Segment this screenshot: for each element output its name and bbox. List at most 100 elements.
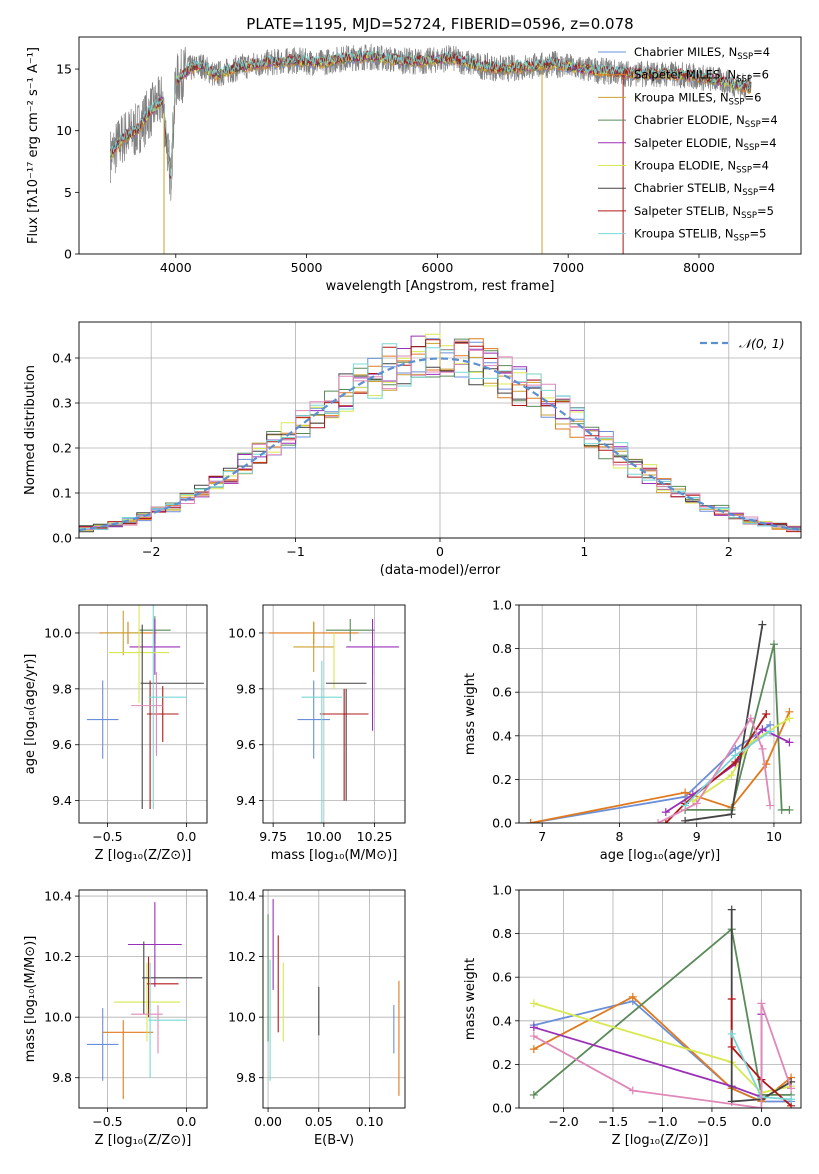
mass-weight-marker — [727, 1042, 736, 1051]
legend-label: Kroupa ELODIE, NSSP=4 — [634, 159, 769, 176]
age_vs_mass-plot-area — [269, 618, 399, 823]
y-tick-label: 0.6 — [492, 970, 512, 985]
y-axis-label: mass [log₁₀(M/M⊙)] — [23, 936, 38, 1063]
x-tick-label: −0.5 — [92, 829, 122, 844]
mass-weight-marker — [681, 801, 690, 810]
mass-weight-marker — [746, 714, 755, 723]
y-tick-label: 5 — [64, 185, 72, 200]
mass-weight-marker — [529, 1032, 538, 1041]
x-tick-label: 6000 — [421, 260, 453, 275]
x-axis-label: E(B-V) — [314, 1133, 354, 1148]
y-tick-label: 9.8 — [52, 681, 72, 696]
mass-weight-marker — [785, 805, 794, 814]
y-tick-label: 0.2 — [52, 441, 72, 456]
mass_vs_EBV-chart: 0.00 0.05 0.10 9.8 10.0 10.2 10.4 E(B-V) — [228, 889, 406, 1148]
massweight_vs_Z-chart: −2.0 −1.5 −1.0 −0.5 0.0 0.0 0.2 0.4 0.6 0.8 1.0 Z [… — [463, 883, 802, 1148]
x-axis-label: wavelength [Angstrom, rest frame] — [326, 279, 555, 294]
y-tick-label: 0.0 — [492, 816, 512, 831]
axes-frame — [78, 889, 208, 1109]
x-tick-label: 10 — [766, 829, 782, 844]
mass-weight-marker — [692, 799, 701, 808]
x-tick-label: 2 — [725, 544, 733, 559]
y-axis-label: age [log₁₀(age/yr)] — [23, 654, 38, 775]
y-axis-label: mass weight — [463, 673, 478, 755]
legend-label: Chabrier MILES, NSSP=4 — [634, 45, 770, 62]
legend-label: Chabrier STELIB, NSSP=4 — [634, 181, 775, 198]
mass-weight-line — [530, 724, 771, 823]
legend-label: Kroupa STELIB, NSSP=5 — [634, 227, 766, 244]
mass-weight-marker — [731, 751, 740, 760]
mass-weight-marker — [727, 995, 736, 1003]
y-tick-label: 0.8 — [492, 926, 512, 941]
mass-weight-marker — [661, 808, 670, 817]
mass-weight-marker — [727, 810, 736, 819]
mass-weight-marker — [758, 744, 767, 753]
x-tick-label: −1.5 — [598, 1114, 628, 1129]
y-tick-label: 9.6 — [52, 737, 72, 752]
mass-weight-marker — [757, 999, 766, 1008]
legend-label: Salpeter STELIB, NSSP=5 — [634, 204, 774, 221]
y-tick-label: 10.0 — [228, 625, 256, 640]
y-tick-label: 10.2 — [44, 949, 72, 964]
x-tick-label: 9.75 — [259, 829, 287, 844]
mass-weight-marker — [727, 1029, 736, 1038]
y-tick-label: 10.4 — [228, 889, 256, 904]
x-tick-label: −0.5 — [92, 1114, 122, 1129]
mass-weight-marker — [628, 992, 637, 1001]
x-axis-label: Z [log₁₀(Z/Z⊙)] — [95, 1133, 192, 1148]
legend-label: Salpeter ELODIE, NSSP=4 — [634, 136, 777, 153]
y-tick-label: 10.0 — [44, 625, 72, 640]
mass-weight-marker — [529, 1023, 538, 1032]
legend-label: Salpeter MILES, NSSP=6 — [634, 68, 769, 85]
x-axis-label: age [log₁₀(age/yr)] — [600, 848, 721, 863]
mass_vs_Z-chart: −0.5 0.0 9.8 10.0 10.2 10.4 Z [log₁₀(Z/Z⊙)] mas… — [23, 889, 208, 1148]
y-tick-label: 0.0 — [492, 1101, 512, 1116]
y-tick-label: 10.0 — [228, 1010, 256, 1025]
mass-weight-marker — [757, 1104, 766, 1108]
y-tick-label: 10.0 — [44, 1010, 72, 1025]
massweight_vs_age-plot-area — [526, 620, 794, 823]
legend-label: 𝒩(0, 1) — [739, 336, 785, 351]
mass-weight-marker — [766, 801, 775, 810]
x-axis-label: (data-model)/error — [380, 563, 501, 578]
mass-weight-marker — [758, 725, 767, 734]
x-tick-label: 10.00 — [306, 829, 342, 844]
axes-frame — [518, 604, 802, 824]
massweight_vs_Z-plot-area — [529, 905, 796, 1108]
mass-weight-marker — [628, 1086, 637, 1095]
x-tick-label: 0.0 — [177, 829, 197, 844]
mass-weight-marker — [526, 819, 535, 823]
spectrum-plot-area — [110, 43, 752, 254]
mass-weight-line — [665, 728, 790, 813]
mass_vs_Z-plot-area — [86, 902, 203, 1099]
x-tick-label: 7000 — [552, 260, 584, 275]
y-tick-label: 15 — [56, 62, 72, 77]
axes-frame — [262, 889, 406, 1109]
histogram-step — [79, 343, 801, 538]
x-tick-label: 4000 — [160, 260, 192, 275]
histogram-step — [79, 340, 801, 538]
mass-weight-marker — [758, 620, 767, 629]
spectrum-title: PLATE=1195, MJD=52724, FIBERID=0596, z=0… — [246, 15, 633, 33]
axes-frame — [518, 889, 802, 1109]
y-tick-label: 10 — [56, 123, 72, 138]
y-tick-label: 0 — [64, 247, 72, 262]
x-tick-label: −1 — [286, 544, 304, 559]
mass-weight-marker — [681, 816, 690, 823]
y-tick-label: 9.4 — [236, 793, 256, 808]
histogram-step — [79, 342, 801, 538]
mass-weight-marker — [529, 1090, 538, 1099]
mass-weight-marker — [654, 819, 663, 823]
legend-label: Chabrier ELODIE, NSSP=4 — [634, 113, 778, 130]
y-tick-label: 0.0 — [52, 531, 72, 546]
y-tick-label: 1.0 — [492, 598, 512, 613]
y-axis-label: mass weight — [463, 958, 478, 1040]
mass-weight-line — [533, 1002, 792, 1094]
y-tick-label: 0.2 — [492, 772, 512, 787]
residuals-plot-area — [79, 333, 801, 538]
mass-weight-marker — [727, 905, 736, 914]
y-tick-label: 0.3 — [52, 396, 72, 411]
x-tick-label: 10.25 — [357, 829, 393, 844]
mass-weight-marker — [785, 714, 794, 723]
